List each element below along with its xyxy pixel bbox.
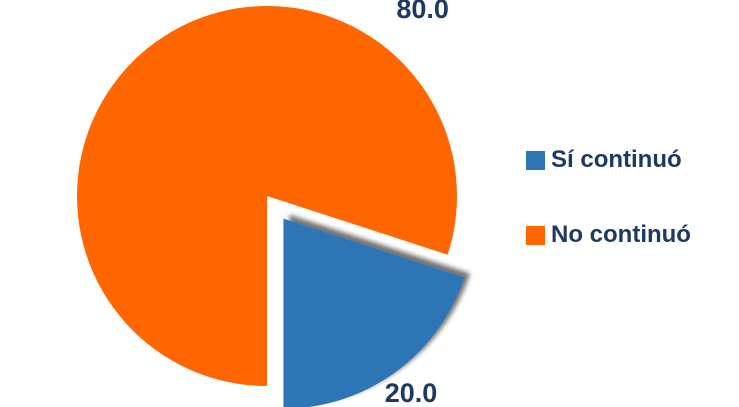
legend-label-no-continuo: No continuó xyxy=(551,221,691,248)
data-label-no-continuo: 80.0 xyxy=(396,0,449,24)
pie-slice-no-continuo xyxy=(77,6,458,387)
legend-item-si-continuo: Sí continuó xyxy=(526,146,691,174)
pie-slice-si-continuo xyxy=(283,218,465,407)
legend-swatch-no-continuo xyxy=(526,225,545,245)
legend-swatch-si-continuo xyxy=(526,150,545,170)
data-label-si-continuo: 20.0 xyxy=(385,378,438,407)
legend-item-no-continuo: No continuó xyxy=(526,221,691,249)
legend: Sí continuó No continuó xyxy=(526,146,691,296)
legend-label-si-continuo: Sí continuó xyxy=(551,146,682,173)
